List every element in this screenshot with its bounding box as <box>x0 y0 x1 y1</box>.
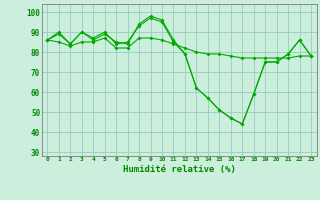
X-axis label: Humidité relative (%): Humidité relative (%) <box>123 165 236 174</box>
